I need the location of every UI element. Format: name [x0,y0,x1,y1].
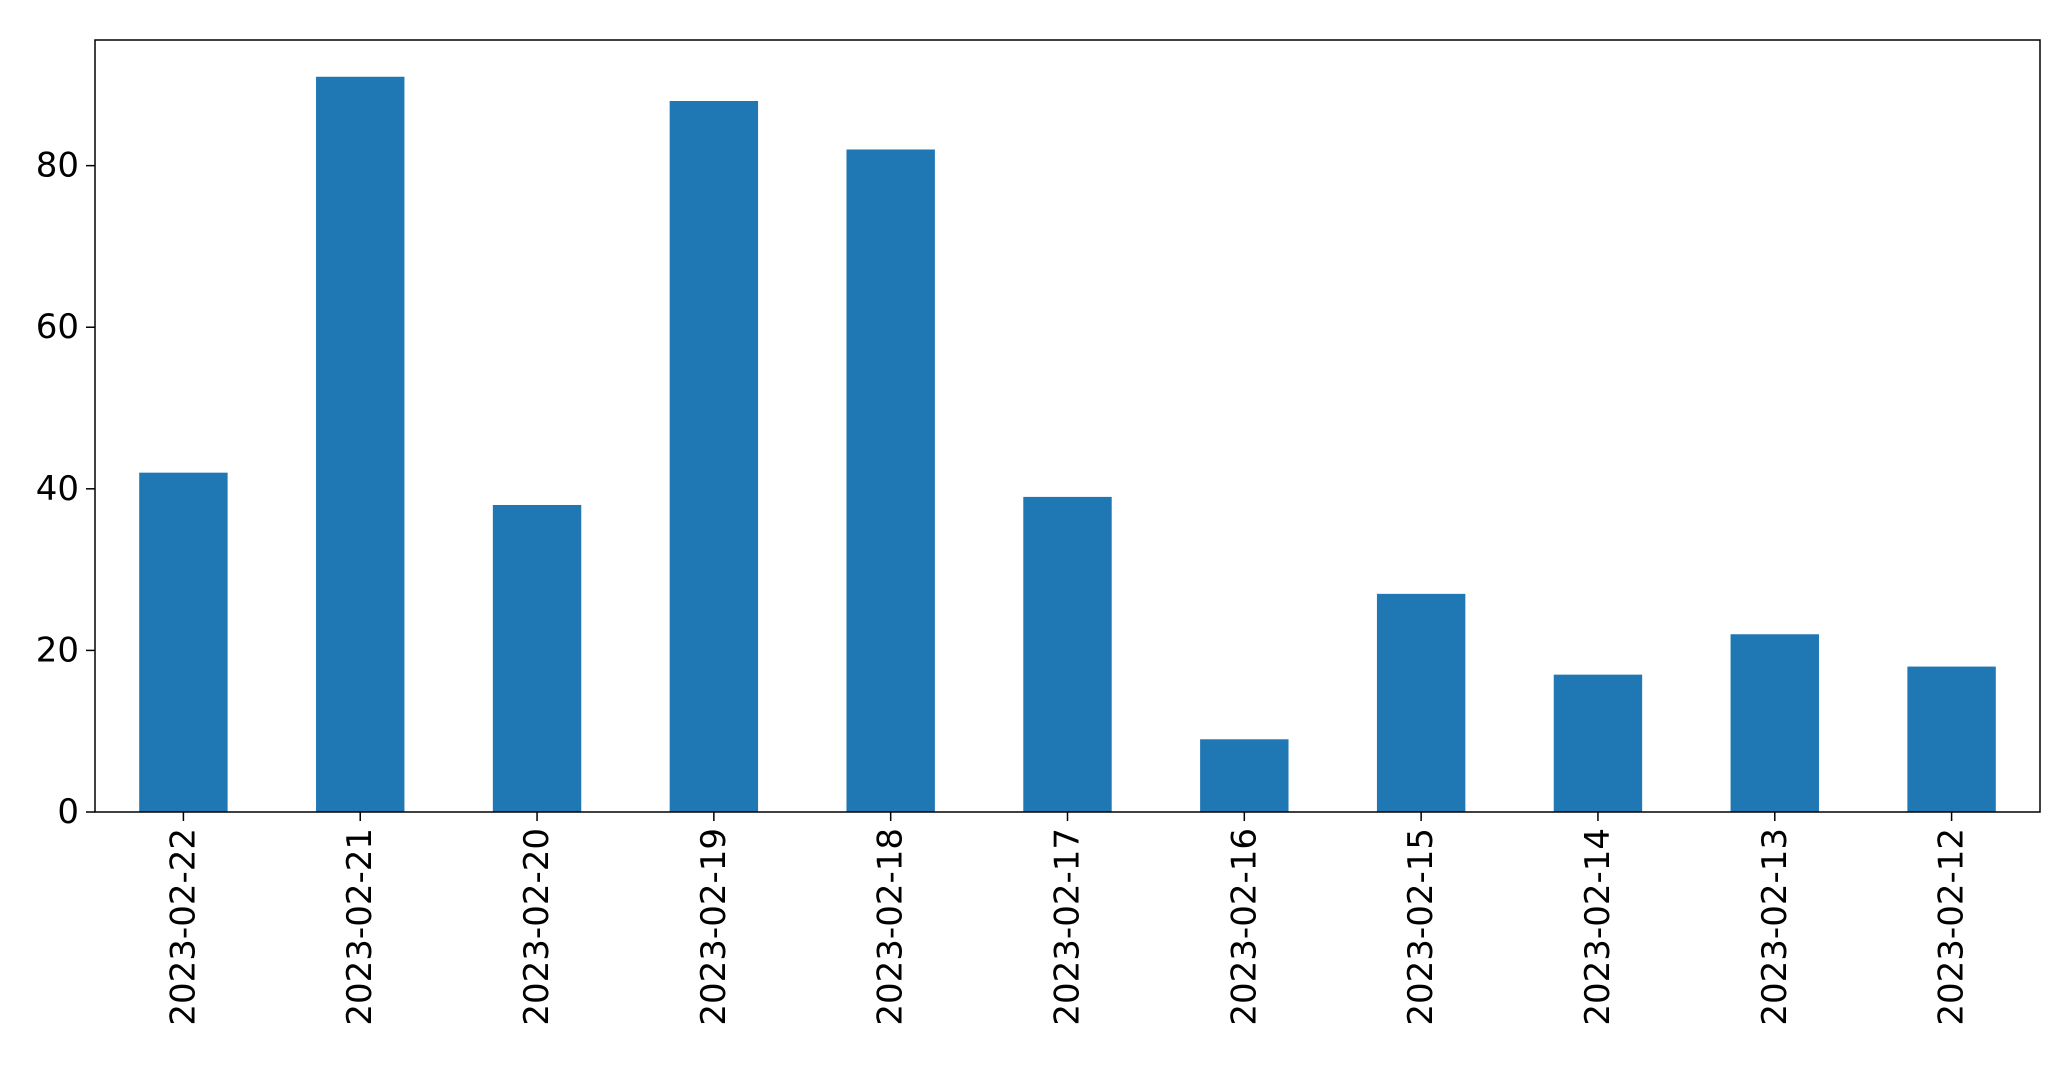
x-tick-label: 2023-02-20 [517,828,557,1026]
bar-2023-02-21 [316,76,405,812]
y-tick-label: 80 [36,146,79,186]
x-tick-label: 2023-02-12 [1932,828,1972,1026]
x-axis: 2023-02-22 2023-02-21 2023-02-20 2023-02-19… [163,812,1972,1026]
x-tick-label: 2023-02-17 [1048,828,1088,1026]
x-tick-label: 2023-02-22 [163,828,203,1026]
bar-2023-02-20 [492,504,582,812]
x-tick-label: 2023-02-15 [1401,828,1441,1026]
y-axis: 0 20 40 60 80 [36,146,95,832]
x-tick-label: 2023-02-14 [1578,828,1618,1026]
bar-2023-02-19 [669,101,759,812]
bar-2023-02-13 [1730,634,1819,812]
x-tick-label: 2023-02-16 [1224,828,1264,1026]
x-tick-label: 2023-02-21 [340,828,380,1026]
x-tick-label: 2023-02-18 [871,828,911,1026]
bar-2023-02-14 [1553,674,1643,812]
bar-2023-02-18 [846,149,935,812]
bar-2023-02-17 [1023,496,1112,812]
y-tick-label: 60 [36,307,79,347]
y-tick-label: 0 [57,792,79,832]
bars-layer [139,76,1996,812]
y-tick-label: 40 [36,469,79,509]
bar-2023-02-22 [139,472,228,812]
plot-frame [94,39,2041,813]
y-tick-label: 20 [36,630,79,670]
bar-2023-02-12 [1907,666,1996,812]
bar-2023-02-15 [1376,593,1466,812]
x-tick-label: 2023-02-19 [694,828,734,1026]
x-tick-label: 2023-02-13 [1755,828,1795,1026]
bar-2023-02-16 [1200,739,1289,812]
